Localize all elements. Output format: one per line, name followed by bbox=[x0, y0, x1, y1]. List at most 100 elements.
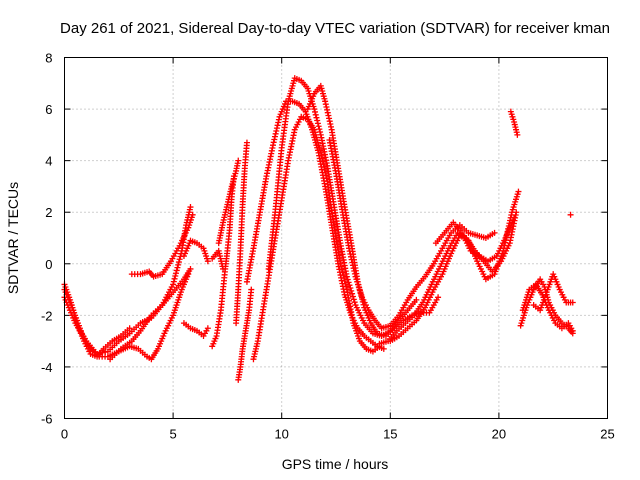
x-tick-label: 0 bbox=[61, 427, 68, 442]
data-point bbox=[173, 267, 180, 274]
data-point bbox=[275, 119, 282, 126]
data-point bbox=[348, 287, 355, 294]
y-tick-label: 4 bbox=[45, 154, 52, 169]
data-point bbox=[511, 214, 518, 221]
data-point bbox=[170, 281, 177, 288]
plot-frame bbox=[64, 57, 608, 419]
series-pass-y bbox=[567, 211, 574, 218]
series-pass-l bbox=[235, 286, 255, 383]
data-point bbox=[569, 327, 576, 334]
y-tick-label: 2 bbox=[45, 205, 52, 220]
data-point bbox=[175, 259, 182, 266]
data-point bbox=[567, 211, 574, 218]
data-point bbox=[275, 116, 282, 123]
data-point bbox=[491, 229, 498, 236]
x-tick-label: 5 bbox=[169, 427, 176, 442]
data-point bbox=[380, 345, 387, 352]
data-point bbox=[187, 204, 194, 211]
data-point bbox=[322, 101, 329, 108]
data-point bbox=[176, 256, 183, 263]
series-pass-o bbox=[265, 75, 420, 339]
series-pass-d bbox=[107, 265, 194, 363]
series-pass-x bbox=[530, 271, 576, 314]
series-pass-t bbox=[432, 214, 518, 265]
data-point bbox=[351, 270, 358, 277]
data-point bbox=[312, 108, 319, 115]
data-point bbox=[243, 139, 250, 146]
data-point bbox=[170, 278, 177, 285]
data-point bbox=[126, 325, 133, 332]
data-point bbox=[311, 106, 318, 113]
data-point bbox=[270, 142, 277, 149]
data-point bbox=[327, 121, 334, 128]
data-point bbox=[273, 125, 280, 132]
data-point bbox=[347, 253, 354, 260]
data-point bbox=[350, 265, 357, 272]
y-tick-label: 6 bbox=[45, 102, 52, 117]
data-point bbox=[204, 325, 211, 332]
data-point bbox=[174, 264, 181, 271]
series-pass-q bbox=[326, 137, 498, 332]
data-point bbox=[347, 250, 354, 257]
data-point bbox=[349, 259, 356, 266]
data-point bbox=[187, 265, 194, 272]
data-point bbox=[189, 211, 196, 218]
series-pass-w bbox=[519, 281, 576, 334]
data-point bbox=[345, 279, 352, 286]
data-point bbox=[272, 130, 279, 137]
data-point bbox=[349, 290, 356, 297]
data-point bbox=[326, 115, 333, 122]
data-point bbox=[204, 258, 211, 265]
x-tick-label: 10 bbox=[274, 427, 288, 442]
data-point bbox=[324, 109, 331, 116]
data-point bbox=[317, 128, 324, 135]
data-point bbox=[344, 276, 351, 283]
data-point bbox=[325, 112, 332, 119]
data-point bbox=[271, 133, 278, 140]
series-pass-f bbox=[180, 320, 211, 339]
series-pass-g bbox=[180, 237, 211, 265]
data-point bbox=[322, 98, 329, 105]
y-tick-label: -4 bbox=[41, 360, 53, 375]
data-point bbox=[351, 299, 358, 306]
data-point bbox=[350, 296, 357, 303]
data-point bbox=[323, 104, 330, 111]
data-point bbox=[270, 139, 277, 146]
data-points bbox=[61, 75, 576, 383]
series-pass-e bbox=[128, 211, 196, 280]
y-tick-label: 0 bbox=[45, 257, 52, 272]
data-point bbox=[514, 131, 521, 138]
data-point bbox=[569, 299, 576, 306]
data-point bbox=[515, 188, 522, 195]
data-point bbox=[172, 270, 179, 277]
data-point bbox=[349, 262, 356, 269]
data-point bbox=[314, 117, 321, 124]
data-point bbox=[351, 268, 358, 275]
chart-title: Day 261 of 2021, Sidereal Day-to-day VTE… bbox=[60, 20, 610, 37]
x-tick-label: 20 bbox=[492, 427, 506, 442]
data-point bbox=[346, 248, 353, 255]
data-point bbox=[413, 296, 420, 303]
data-point bbox=[273, 127, 280, 134]
data-point bbox=[171, 275, 178, 282]
data-point bbox=[175, 261, 182, 268]
x-tick-label: 25 bbox=[600, 427, 614, 442]
data-point bbox=[172, 273, 179, 280]
data-point bbox=[248, 286, 255, 293]
x-tick-label: 15 bbox=[383, 427, 397, 442]
data-point bbox=[313, 114, 320, 121]
series-pass-u bbox=[507, 108, 521, 138]
data-point bbox=[348, 256, 355, 263]
data-point bbox=[435, 294, 442, 301]
x-axis-label: GPS time / hours bbox=[282, 456, 389, 472]
data-point bbox=[343, 273, 350, 280]
series-pass-n bbox=[243, 98, 387, 352]
data-point bbox=[347, 285, 354, 292]
data-point bbox=[328, 123, 335, 130]
y-axis-label: SDTVAR / TECUs bbox=[5, 182, 21, 294]
data-point bbox=[346, 282, 353, 289]
y-tick-label: -2 bbox=[41, 308, 53, 323]
data-point bbox=[312, 111, 319, 118]
data-point bbox=[271, 136, 278, 143]
